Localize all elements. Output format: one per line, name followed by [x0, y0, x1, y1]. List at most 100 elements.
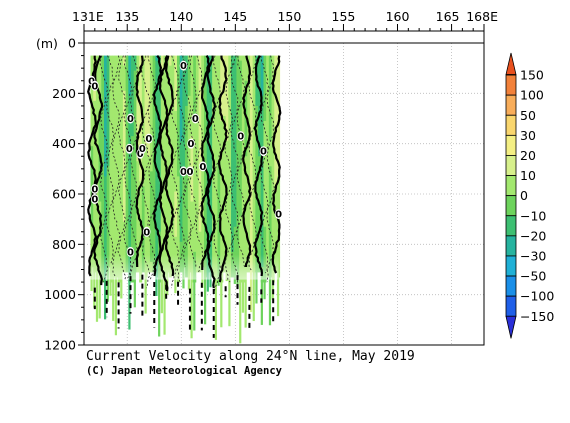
velocity-cell	[241, 231, 245, 238]
velocity-cell	[249, 206, 254, 213]
velocity-cell	[233, 65, 237, 72]
velocity-cell	[152, 236, 156, 243]
deep-streak	[193, 278, 196, 331]
velocity-cell	[225, 231, 229, 238]
deep-streak	[268, 272, 272, 326]
velocity-cell	[258, 60, 262, 67]
velocity-cell	[141, 216, 145, 223]
velocity-cell	[263, 181, 267, 187]
velocity-cell	[260, 176, 264, 182]
velocity-cell	[239, 186, 243, 192]
velocity-cell	[101, 95, 105, 102]
velocity-cell	[241, 121, 245, 127]
velocity-cell	[228, 156, 232, 162]
velocity-cell	[152, 141, 156, 147]
deep-streak	[214, 278, 218, 340]
colorbar-swatch	[505, 155, 517, 176]
velocity-cell	[241, 201, 245, 207]
velocity-cell	[101, 181, 105, 187]
colorbar-swatch	[505, 195, 517, 217]
velocity-cell	[114, 236, 118, 243]
velocity-cell	[187, 70, 191, 77]
velocity-cell	[93, 95, 97, 102]
velocity-cell	[222, 90, 227, 97]
velocity-cell	[241, 171, 245, 177]
velocity-cell	[268, 171, 272, 177]
velocity-cell	[225, 136, 229, 142]
velocity-cell	[258, 216, 262, 223]
velocity-cell	[131, 85, 135, 92]
velocity-cell	[171, 70, 175, 77]
velocity-cell	[171, 121, 175, 127]
velocity-cell	[176, 146, 181, 152]
velocity-cell	[147, 90, 151, 97]
velocity-cell	[195, 166, 199, 172]
velocity-cell	[144, 191, 148, 197]
velocity-cell	[106, 246, 110, 253]
velocity-cell	[120, 156, 124, 162]
velocity-cell	[222, 100, 227, 107]
velocity-cell	[176, 136, 181, 142]
velocity-cell	[128, 121, 132, 127]
velocity-cell	[244, 75, 248, 82]
velocity-cell	[109, 221, 113, 228]
velocity-cell	[120, 105, 124, 112]
velocity-cell	[136, 166, 140, 172]
velocity-cell	[201, 131, 205, 137]
velocity-cell	[187, 55, 191, 62]
velocity-cell	[109, 110, 113, 117]
velocity-cell	[104, 131, 108, 137]
velocity-cell	[182, 216, 186, 223]
zero-label: 0	[180, 61, 187, 72]
velocity-cell	[217, 136, 221, 142]
velocity-cell	[104, 221, 108, 228]
velocity-cell	[263, 216, 267, 223]
velocity-cell	[101, 241, 105, 248]
velocity-cell	[214, 85, 218, 92]
velocity-cell	[131, 231, 135, 238]
velocity-cell	[231, 60, 235, 67]
velocity-cell	[171, 105, 175, 112]
velocity-cell	[220, 85, 224, 92]
velocity-cell	[239, 236, 243, 243]
velocity-cell	[101, 221, 105, 228]
velocity-cell	[136, 115, 140, 122]
velocity-cell	[258, 70, 262, 77]
velocity-cell	[106, 206, 110, 213]
velocity-cell	[201, 65, 205, 72]
velocity-cell	[112, 206, 116, 213]
velocity-cell	[104, 226, 108, 233]
negative-contour	[99, 55, 109, 283]
velocity-cell	[212, 121, 216, 127]
velocity-cell	[231, 151, 235, 157]
velocity-cell	[236, 141, 240, 147]
velocity-cell	[106, 221, 110, 228]
velocity-cell	[128, 241, 132, 248]
velocity-cell	[266, 226, 270, 233]
velocity-cell	[144, 126, 148, 132]
velocity-cell	[131, 131, 135, 137]
velocity-cell	[201, 121, 205, 127]
velocity-cell	[101, 75, 105, 82]
velocity-cell	[155, 161, 159, 167]
velocity-cell	[125, 100, 129, 107]
velocity-cell	[106, 80, 110, 87]
velocity-cell	[112, 141, 116, 147]
velocity-cell	[209, 216, 213, 223]
velocity-cell	[193, 55, 197, 62]
velocity-cell	[260, 110, 264, 117]
velocity-cell	[155, 181, 159, 187]
velocity-cell	[147, 100, 151, 107]
velocity-cell	[90, 65, 94, 72]
velocity-cell	[201, 186, 205, 192]
velocity-cell	[268, 236, 272, 243]
x-tick-label: 155	[332, 9, 356, 24]
velocity-cell	[266, 90, 270, 97]
velocity-cell	[252, 156, 256, 162]
velocity-cell	[214, 186, 218, 192]
velocity-cell	[233, 131, 237, 137]
velocity-cell	[263, 231, 267, 238]
velocity-cell	[217, 151, 221, 157]
velocity-cell	[90, 181, 94, 187]
velocity-cell	[117, 60, 121, 67]
